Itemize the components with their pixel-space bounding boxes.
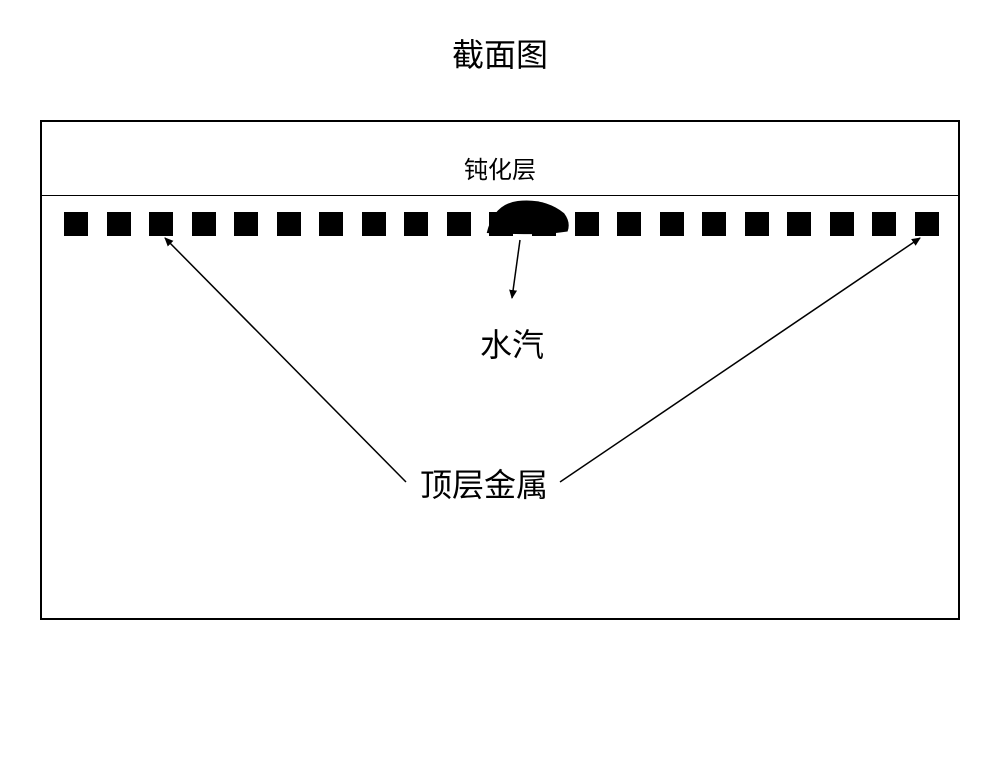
metal-square [192, 212, 216, 236]
metal-square [787, 212, 811, 236]
metal-square [745, 212, 769, 236]
metal-square [702, 212, 726, 236]
metal-square [107, 212, 131, 236]
metal-square [872, 212, 896, 236]
passivation-layer-label: 钝化层 [440, 150, 560, 185]
metal-square [319, 212, 343, 236]
diagram-title: 截面图 [0, 0, 1000, 111]
metal-square [660, 212, 684, 236]
metal-square [830, 212, 854, 236]
water-vapor-blob [485, 198, 571, 236]
metal-square [404, 212, 428, 236]
metal-square [575, 212, 599, 236]
metal-square [277, 212, 301, 236]
metal-square [617, 212, 641, 236]
passivation-layer-line [42, 195, 958, 196]
title-text: 截面图 [452, 37, 548, 73]
metal-text: 顶层金属 [420, 467, 548, 503]
water-vapor-label: 水汽 [480, 320, 544, 366]
metal-square [149, 212, 173, 236]
passivation-text: 钝化层 [464, 158, 536, 184]
metal-square [447, 212, 471, 236]
metal-square [234, 212, 258, 236]
water-text: 水汽 [480, 327, 544, 363]
top-metal-label: 顶层金属 [420, 460, 548, 506]
metal-square [64, 212, 88, 236]
metal-square [362, 212, 386, 236]
metal-square [915, 212, 939, 236]
